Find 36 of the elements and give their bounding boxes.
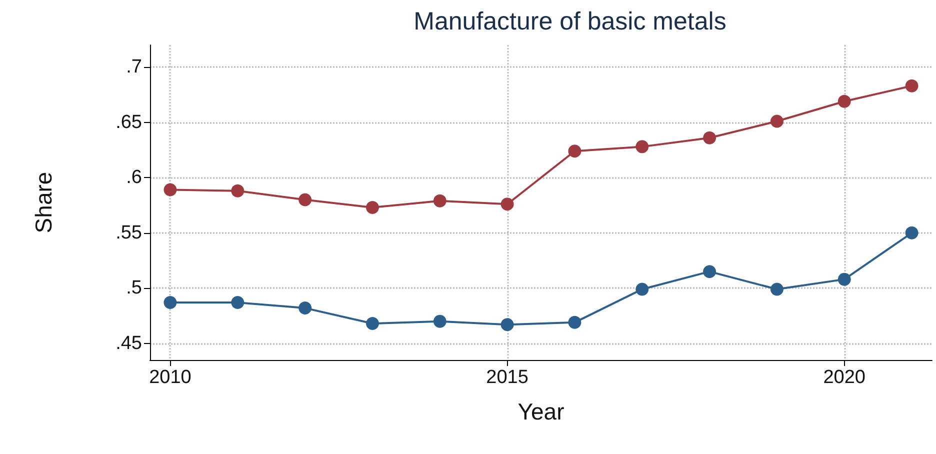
point (905, 226, 918, 240)
y-axis-title: Share (30, 172, 56, 234)
point (231, 296, 244, 310)
chart-title: Manufacture of basic metals (414, 8, 726, 36)
point (568, 316, 582, 329)
point (164, 183, 177, 196)
y-tick-label: .7 (126, 56, 142, 78)
y-tick-label: .45 (116, 332, 142, 354)
x-tick-label: 2015 (486, 367, 528, 388)
point (703, 265, 716, 278)
x-tick-label: 2020 (823, 367, 866, 388)
point (703, 131, 716, 144)
point (838, 94, 851, 108)
point (838, 272, 851, 286)
y-tick-label: .65 (116, 112, 142, 133)
y-tick-label: .6 (126, 167, 142, 188)
point (433, 314, 446, 328)
point (231, 184, 244, 198)
point (770, 114, 784, 128)
point (568, 144, 582, 158)
point (770, 282, 784, 296)
point (905, 79, 918, 92)
point (164, 296, 177, 310)
y-tick-label: .5 (126, 278, 142, 299)
x-tick-label: 2010 (149, 367, 192, 388)
point (433, 194, 446, 208)
point (636, 282, 649, 296)
point (500, 318, 514, 332)
y-tick-label: .55 (116, 222, 142, 244)
point (298, 193, 312, 206)
point (636, 140, 649, 154)
point (298, 302, 312, 315)
x-axis-title: Year (518, 398, 565, 424)
point (366, 200, 379, 214)
point (500, 198, 514, 211)
point (366, 317, 379, 330)
